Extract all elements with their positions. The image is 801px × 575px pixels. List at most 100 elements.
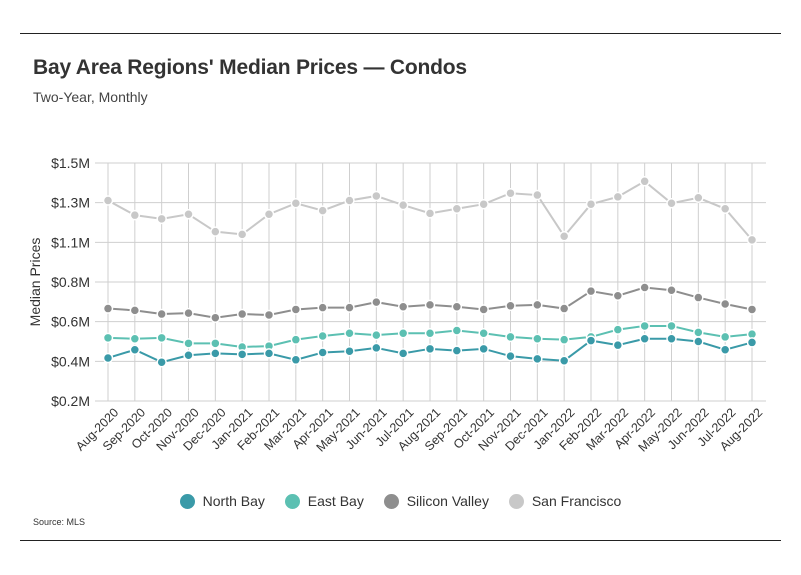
data-point (424, 343, 436, 355)
legend-item-east-bay: East Bay (284, 493, 364, 509)
legend-swatch-north-bay (179, 493, 195, 509)
data-point (693, 327, 704, 338)
data-point (156, 213, 167, 225)
data-point (746, 304, 758, 315)
data-point (639, 282, 650, 293)
data-point (558, 230, 570, 242)
data-point (317, 330, 328, 342)
data-point (290, 354, 302, 366)
data-point (263, 209, 275, 220)
data-point (585, 198, 597, 210)
data-point (451, 301, 463, 312)
data-point (505, 350, 516, 362)
data-point (719, 331, 731, 343)
data-point (236, 308, 248, 320)
data-point (210, 312, 221, 323)
data-point (478, 343, 489, 355)
data-point (344, 345, 355, 357)
y-tick-label: $0.6M (51, 314, 90, 330)
data-point (210, 348, 221, 359)
bottom-rule (20, 540, 781, 541)
data-point (129, 333, 141, 345)
data-point (236, 229, 248, 240)
data-point (344, 328, 355, 339)
data-point (424, 328, 436, 339)
data-point (263, 309, 275, 321)
data-point (344, 302, 355, 313)
data-point (478, 198, 489, 210)
data-point (719, 203, 731, 215)
y-tick-label: $0.2M (51, 393, 90, 409)
data-point (290, 198, 302, 209)
data-point (558, 334, 570, 345)
data-point (558, 303, 570, 314)
data-point (102, 195, 114, 206)
data-point (478, 328, 489, 339)
legend-item-silicon-valley: Silicon Valley (383, 493, 489, 509)
data-point (397, 199, 409, 211)
data-point (693, 336, 704, 347)
data-point (129, 305, 141, 316)
data-point (156, 332, 167, 344)
data-point (236, 349, 248, 360)
legend-item-north-bay: North Bay (179, 493, 265, 509)
data-point (183, 209, 194, 220)
data-point (156, 356, 167, 368)
data-point (666, 198, 677, 209)
legend-swatch-east-bay (284, 493, 300, 509)
data-point (424, 299, 436, 311)
data-point (397, 328, 409, 339)
data-point (612, 290, 624, 301)
data-point (612, 339, 624, 351)
data-point (371, 329, 382, 341)
data-point (290, 334, 302, 345)
chart-legend: North Bay East Bay Silicon Valley San Fr… (0, 493, 801, 512)
data-point (585, 285, 597, 297)
data-point (102, 352, 114, 364)
legend-label-san-francisco: San Francisco (531, 493, 622, 509)
data-point (129, 209, 141, 221)
data-point (290, 304, 302, 315)
y-tick-label: $0.8M (51, 274, 90, 290)
data-point (210, 338, 221, 349)
data-point (639, 176, 650, 187)
data-point (639, 320, 650, 332)
data-point (585, 335, 597, 346)
data-point (666, 284, 677, 296)
data-point (371, 190, 382, 202)
data-point (397, 301, 409, 312)
data-point (183, 338, 194, 349)
data-point (451, 203, 463, 215)
y-axis-title: Median Prices (27, 238, 43, 327)
data-point (532, 299, 543, 311)
data-point (666, 333, 677, 345)
y-tick-label: $1.5M (51, 155, 90, 171)
data-point (505, 300, 516, 312)
data-point (693, 192, 704, 204)
data-point (746, 234, 758, 246)
data-point (102, 303, 114, 314)
data-point (102, 332, 114, 344)
data-point (317, 302, 328, 313)
data-point (746, 337, 758, 348)
data-point (532, 353, 543, 365)
data-point (693, 292, 704, 303)
data-point (317, 347, 328, 358)
y-tick-label: $0.4M (51, 353, 90, 369)
legend-label-silicon-valley: Silicon Valley (406, 493, 489, 509)
legend-item-san-francisco: San Francisco (508, 493, 622, 509)
data-point (612, 324, 624, 335)
data-point (183, 307, 194, 319)
y-tick-label: $1.3M (51, 195, 90, 211)
data-point (263, 348, 275, 359)
data-point (344, 195, 355, 206)
top-rule (20, 33, 781, 34)
legend-label-east-bay: East Bay (307, 493, 364, 509)
data-point (666, 320, 677, 332)
data-point (532, 189, 543, 201)
chart-title: Bay Area Regions' Median Prices — Condos (33, 56, 467, 79)
data-point (424, 208, 436, 219)
chart-subtitle: Two-Year, Monthly (33, 89, 148, 105)
data-point (478, 304, 489, 315)
